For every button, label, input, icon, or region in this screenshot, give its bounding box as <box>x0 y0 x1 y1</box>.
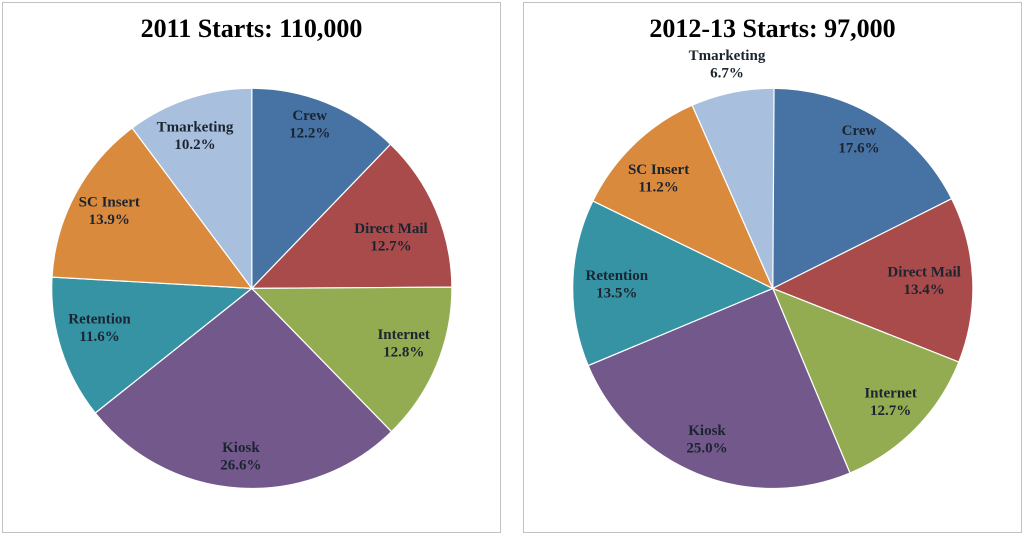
svg-text:Kiosk: Kiosk <box>222 440 260 456</box>
svg-text:12.7%: 12.7% <box>370 238 411 254</box>
svg-text:11.2%: 11.2% <box>638 180 678 196</box>
svg-text:10.2%: 10.2% <box>174 137 215 153</box>
svg-text:11.6%: 11.6% <box>79 329 119 345</box>
svg-text:Crew: Crew <box>842 123 877 139</box>
svg-text:17.6%: 17.6% <box>838 140 879 156</box>
svg-text:25.0%: 25.0% <box>686 441 727 457</box>
svg-text:12.2%: 12.2% <box>289 126 330 142</box>
svg-text:13.5%: 13.5% <box>596 286 637 302</box>
svg-text:Direct Mail: Direct Mail <box>887 264 960 280</box>
svg-text:Kiosk: Kiosk <box>688 423 726 439</box>
svg-text:Tmarketing: Tmarketing <box>157 119 234 135</box>
svg-text:13.9%: 13.9% <box>89 212 130 228</box>
svg-text:13.4%: 13.4% <box>903 282 944 298</box>
svg-text:SC Insert: SC Insert <box>628 162 689 178</box>
svg-text:Internet: Internet <box>377 327 430 343</box>
svg-text:Crew: Crew <box>292 108 327 124</box>
svg-text:Tmarketing: Tmarketing <box>689 48 766 64</box>
svg-text:6.7%: 6.7% <box>710 66 744 82</box>
svg-text:12.7%: 12.7% <box>870 403 911 419</box>
svg-text:SC Insert: SC Insert <box>79 195 140 211</box>
svg-text:Retention: Retention <box>68 311 131 327</box>
svg-text:Internet: Internet <box>864 385 917 401</box>
svg-text:Retention: Retention <box>586 268 649 284</box>
svg-text:Direct Mail: Direct Mail <box>354 221 427 237</box>
svg-text:26.6%: 26.6% <box>220 458 261 474</box>
svg-text:12.8%: 12.8% <box>383 345 424 361</box>
